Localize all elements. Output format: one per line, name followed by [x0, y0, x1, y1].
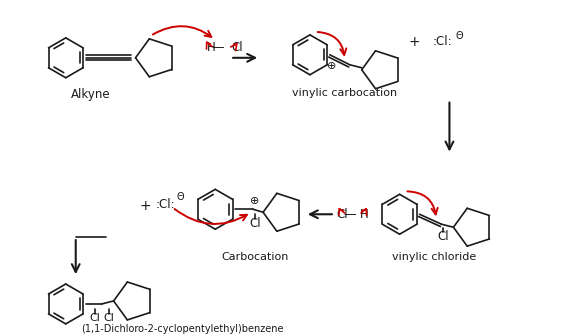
Text: —: —	[211, 41, 223, 54]
Text: ⊕: ⊕	[327, 61, 336, 71]
Text: :Cl:: :Cl:	[433, 36, 452, 48]
Text: Cl: Cl	[103, 313, 114, 323]
Text: +: +	[409, 35, 420, 49]
Text: Cl: Cl	[231, 41, 243, 54]
Text: Cl: Cl	[336, 208, 348, 221]
Text: vinylic chloride: vinylic chloride	[392, 252, 476, 262]
Text: :Cl:: :Cl:	[156, 198, 175, 211]
Text: Cl: Cl	[89, 313, 100, 323]
Text: ⊕: ⊕	[251, 196, 260, 206]
Text: Carbocation: Carbocation	[221, 252, 289, 262]
Text: Θ: Θ	[456, 31, 463, 41]
Text: Alkyne: Alkyne	[71, 88, 111, 101]
Text: vinylic carbocation: vinylic carbocation	[292, 88, 397, 98]
Text: Θ: Θ	[177, 192, 184, 202]
Text: (1,1-Dichloro-2-cyclopentylethyl)benzene: (1,1-Dichloro-2-cyclopentylethyl)benzene	[81, 324, 283, 334]
Text: Cl: Cl	[438, 230, 449, 243]
Text: H: H	[207, 41, 215, 54]
Text: +: +	[139, 199, 151, 213]
Text: H: H	[360, 208, 369, 221]
Text: Cl: Cl	[249, 217, 261, 230]
Text: —: —	[343, 208, 356, 221]
